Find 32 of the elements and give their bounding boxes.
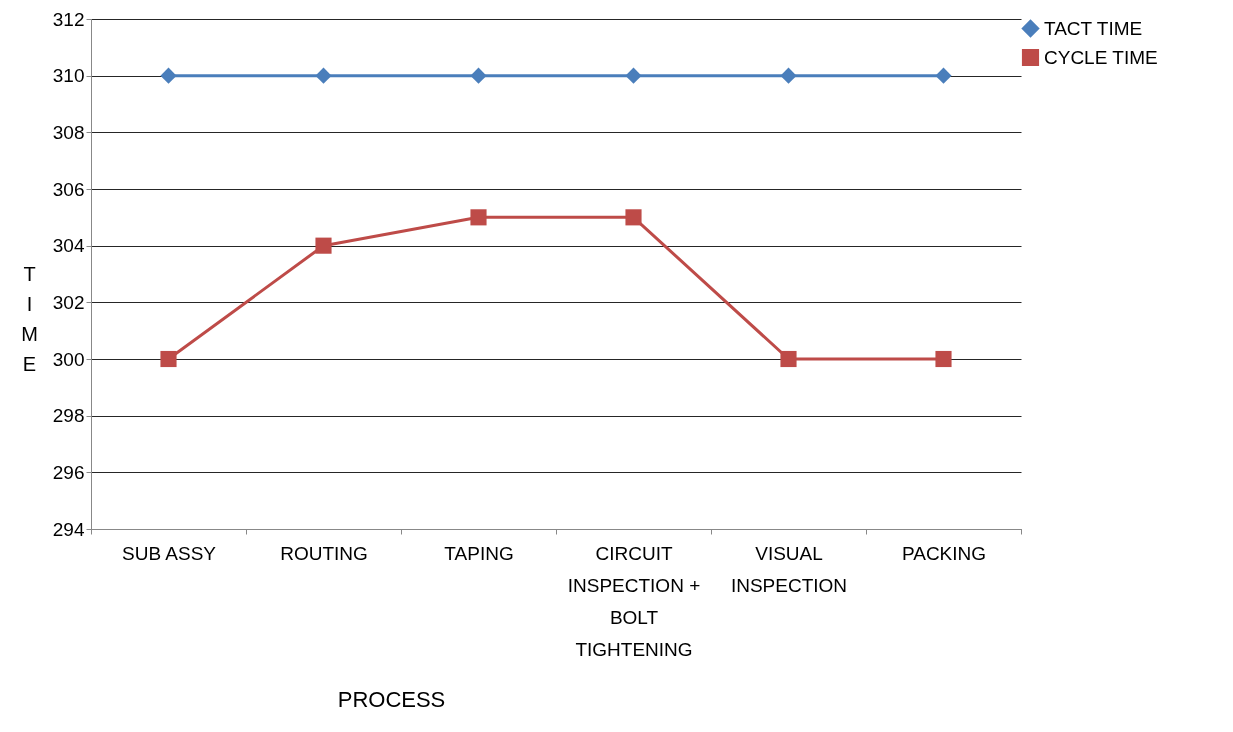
y-tick-label: 296: [52, 461, 85, 483]
point: [935, 67, 952, 84]
point: [160, 67, 177, 84]
point: [470, 209, 487, 226]
point: [780, 350, 797, 368]
point: [625, 209, 642, 226]
point: [160, 350, 177, 368]
y-tick-label: 312: [52, 8, 85, 30]
y-tick-label: 308: [52, 121, 85, 143]
x-axis-title: PROCESS: [337, 686, 446, 712]
x-tick-label: ROUTING: [280, 542, 368, 564]
y-tick-label: 306: [52, 178, 85, 200]
point: [625, 67, 642, 84]
y-axis-title: TIME: [21, 262, 38, 375]
legend-label: CYCLE TIME: [1044, 46, 1158, 68]
point: [470, 67, 487, 84]
y-tick-label: 294: [52, 518, 85, 540]
x-tick-label: TAPING: [444, 542, 514, 564]
x-tick-label: CIRCUIT INSPECTION + BOLT TIGHTENING: [567, 542, 701, 660]
point: [315, 237, 332, 254]
y-tick-label: 298: [52, 405, 85, 427]
x-tick-label: PACKING: [901, 542, 987, 564]
y-tick-label: 310: [52, 65, 85, 87]
point: [780, 67, 797, 84]
point: [935, 350, 952, 368]
y-tick-label: 304: [52, 235, 85, 257]
x-tick-label: VISUAL INSPECTION: [730, 542, 848, 596]
y-tick-label: 302: [52, 291, 85, 313]
legend-label: TACT TIME: [1044, 17, 1143, 39]
x-tick-label: SUB ASSY: [122, 542, 217, 564]
point: [315, 67, 332, 84]
y-tick-label: 300: [52, 348, 85, 370]
